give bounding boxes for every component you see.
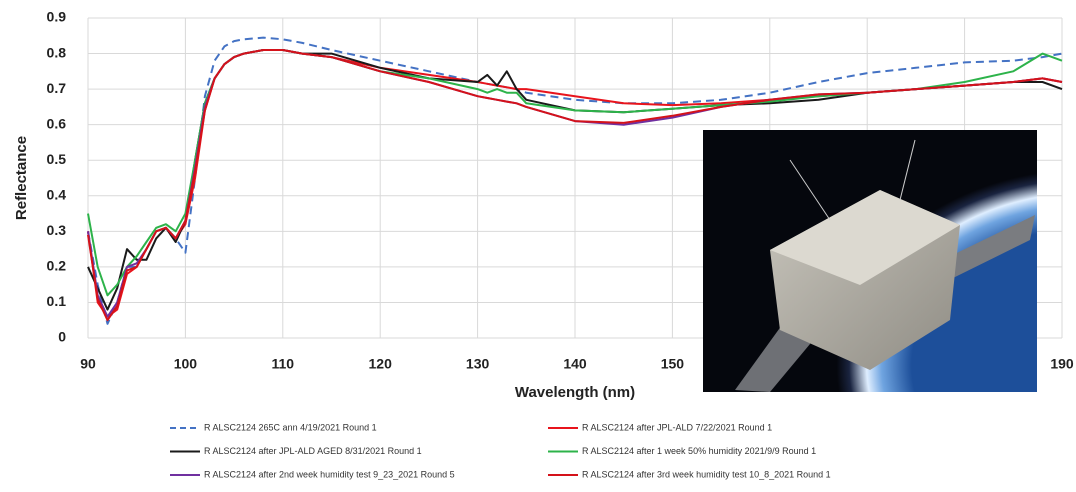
y-tick-label: 0.5 — [47, 151, 67, 167]
x-tick-label: 130 — [466, 356, 490, 372]
legend-label: R ALSC2124 265C ann 4/19/2021 Round 1 — [204, 422, 377, 432]
y-tick-label: 0.4 — [47, 186, 67, 202]
data-line — [87, 49, 1063, 311]
x-tick-label: 140 — [563, 356, 587, 372]
legend-label: R ALSC2124 after 2nd week humidity test … — [204, 469, 455, 479]
y-tick-label: 0.3 — [47, 222, 67, 238]
antenna — [899, 139, 916, 201]
legend-label: R ALSC2124 after JPL-ALD AGED 8/31/2021 … — [204, 446, 422, 456]
y-tick-label: 0.2 — [47, 258, 67, 274]
y-tick-label: 0.7 — [47, 80, 67, 96]
x-tick-label: 90 — [80, 356, 96, 372]
y-tick-label: 0.1 — [47, 293, 67, 309]
y-tick-label: 0 — [58, 329, 66, 345]
legend: R ALSC2124 265C ann 4/19/2021 Round 1 R A… — [170, 422, 831, 479]
legend-label: R ALSC2124 after 3rd week humidity test … — [582, 469, 831, 479]
x-tick-label: 110 — [272, 356, 295, 372]
x-tick-label: 190 — [1050, 356, 1074, 372]
inset-photo — [703, 130, 1037, 392]
satellite-top — [770, 190, 960, 285]
y-tick-label: 0.6 — [47, 115, 67, 131]
legend-label: R ALSC2124 after 1 week 50% humidity 202… — [582, 446, 816, 456]
x-axis-title: Wavelength (nm) — [515, 384, 635, 401]
x-tick-label: 150 — [661, 356, 685, 372]
y-tick-label: 0.8 — [47, 44, 67, 60]
x-tick-label: 100 — [174, 356, 198, 372]
y-tick-label: 0.9 — [47, 9, 67, 25]
antenna — [789, 159, 831, 221]
y-axis-title: Reflectance — [13, 136, 30, 220]
x-tick-label: 120 — [369, 356, 393, 372]
data-line — [87, 49, 1063, 322]
legend-label: R ALSC2124 after JPL-ALD 7/22/2021 Round… — [582, 422, 772, 432]
